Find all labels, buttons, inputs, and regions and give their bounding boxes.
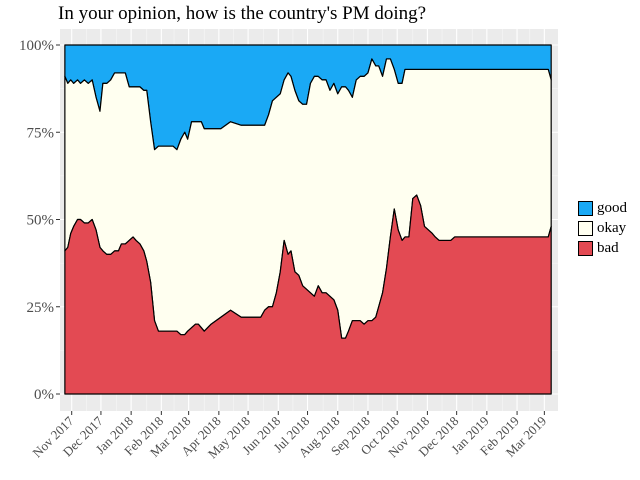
area-bad (64, 194, 552, 395)
legend-label-good: good (597, 199, 627, 216)
y-tick-label: 25% (27, 300, 55, 316)
chart-title: In your opinion, how is the country's PM… (58, 3, 427, 24)
legend-label-bad: bad (597, 239, 619, 256)
legend-key-bad (578, 240, 593, 256)
legend-label-okay: okay (597, 219, 627, 236)
y-tick-label: 0% (34, 387, 54, 403)
y-tick-label: 50% (27, 213, 55, 229)
stacked-areas (64, 44, 552, 395)
y-axis: 0% 25% 50% 75% 100% (19, 38, 60, 403)
legend-key-okay (578, 220, 593, 236)
legend-item-bad: bad (578, 238, 627, 258)
legend-item-okay: okay (578, 218, 627, 238)
y-tick-label: 75% (27, 125, 55, 141)
legend: good okay bad (578, 198, 627, 258)
legend-key-good (578, 200, 593, 216)
y-tick-label: 100% (19, 38, 54, 54)
legend-item-good: good (578, 198, 627, 218)
